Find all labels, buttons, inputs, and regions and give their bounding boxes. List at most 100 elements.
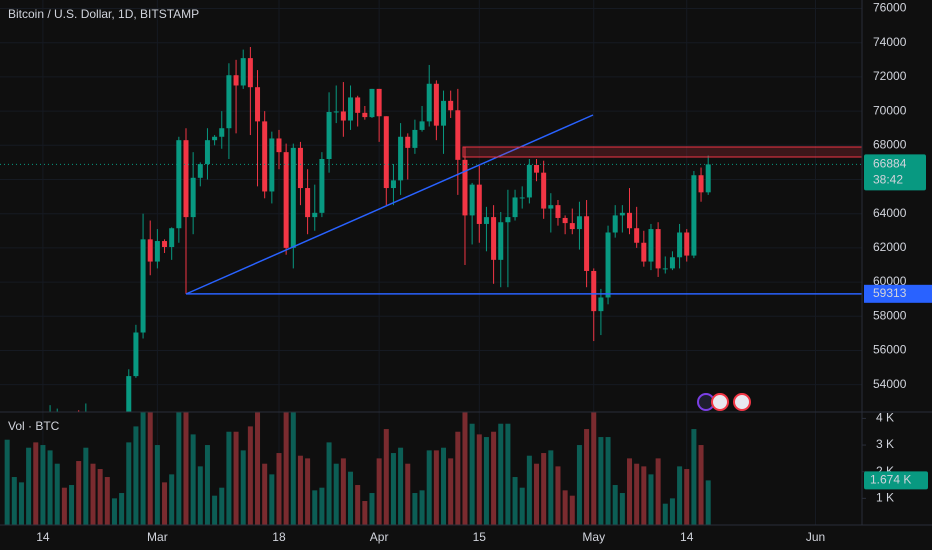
- candle-body: [627, 212, 633, 229]
- volume-bar: [333, 463, 339, 525]
- axes: 5400056000580006000062000640006600068000…: [36, 1, 932, 544]
- candle-body: [169, 228, 175, 248]
- support-label: 59313: [873, 286, 907, 300]
- y-tick-label: 62000: [873, 240, 907, 254]
- volume-bar: [705, 480, 711, 525]
- volume-bar: [576, 445, 582, 525]
- candle-body: [534, 164, 540, 173]
- volume-bar: [18, 482, 24, 525]
- volume-bar: [448, 458, 454, 525]
- volume-bar: [469, 423, 475, 525]
- candle-body: [476, 184, 482, 224]
- candle-body: [383, 116, 389, 189]
- x-tick-label: 14: [680, 530, 694, 544]
- candle-body: [190, 177, 196, 218]
- candle-body: [548, 205, 554, 209]
- volume-bar: [584, 429, 590, 525]
- candle-body: [469, 184, 475, 216]
- candle-body: [569, 223, 575, 230]
- volume-bar: [684, 469, 690, 525]
- volume-bar: [183, 412, 189, 525]
- volume-bar: [255, 412, 261, 525]
- candle-body: [283, 152, 289, 248]
- volume-bar: [519, 487, 525, 525]
- candle-body: [305, 188, 311, 218]
- volume-bar: [455, 431, 461, 525]
- candle-body: [204, 140, 210, 165]
- candle-body: [240, 58, 246, 86]
- y-tick-label: 74000: [873, 35, 907, 49]
- volume-bar: [562, 490, 568, 525]
- candle-body: [405, 136, 411, 148]
- event-icon[interactable]: [711, 393, 729, 411]
- x-tick-label: 14: [36, 530, 50, 544]
- event-icons: [697, 393, 751, 411]
- volume-tick-label: 3 K: [876, 437, 894, 451]
- volume-bar: [691, 429, 697, 525]
- volume-bar: [305, 458, 311, 525]
- y-tick-label: 54000: [873, 377, 907, 391]
- volume-bar: [362, 501, 368, 525]
- x-tick-label: Mar: [147, 530, 168, 544]
- volume-bar: [641, 466, 647, 525]
- candle-body: [512, 197, 518, 218]
- candle-body: [641, 242, 647, 262]
- trend-line[interactable]: [185, 114, 594, 295]
- candle-body: [412, 129, 418, 148]
- candle-body: [276, 138, 282, 153]
- candle-body: [677, 232, 683, 258]
- volume-bar: [512, 477, 518, 525]
- volume-bar: [219, 487, 225, 525]
- volume-bar: [634, 463, 640, 525]
- volume-bar: [619, 493, 625, 525]
- resistance-zone[interactable]: [462, 146, 862, 158]
- volume-bar: [383, 429, 389, 525]
- volume-bar: [627, 458, 633, 525]
- y-tick-label: 60000: [873, 274, 907, 288]
- candle-body: [126, 376, 132, 412]
- volume-bar: [97, 469, 103, 525]
- volume-bar: [47, 450, 53, 525]
- volume-bar: [54, 463, 60, 525]
- countdown-label: 38:42: [873, 173, 903, 187]
- volume-bar: [319, 487, 325, 525]
- y-tick-label: 72000: [873, 69, 907, 83]
- last-price-box: [864, 154, 926, 191]
- candle-body: [197, 164, 203, 178]
- volume-bar: [111, 498, 117, 525]
- event-icon[interactable]: [733, 393, 751, 411]
- volume-bar: [376, 458, 382, 525]
- volume-bar: [247, 426, 253, 525]
- volume-bar: [491, 431, 497, 525]
- candle-body: [147, 239, 153, 262]
- volume-bar: [405, 463, 411, 525]
- candle-body: [498, 222, 504, 260]
- volume-bar: [33, 442, 39, 525]
- volume-bar: [83, 447, 89, 525]
- volume-bar: [69, 485, 75, 525]
- volume-bar: [591, 412, 597, 525]
- last-price-label: 66884: [873, 157, 907, 171]
- volume-bar: [348, 471, 354, 525]
- volume-bar: [90, 463, 96, 525]
- candle-body: [433, 83, 439, 126]
- candle-body: [369, 88, 375, 118]
- volume-bar: [698, 445, 704, 525]
- x-tick-label: 15: [473, 530, 487, 544]
- volume-bar: [526, 455, 532, 525]
- volume-bar: [76, 461, 82, 525]
- y-tick-label: 56000: [873, 343, 907, 357]
- volume-bar: [534, 463, 540, 525]
- candle-body: [584, 216, 590, 271]
- candle-body: [576, 216, 582, 230]
- volume-bar: [483, 437, 489, 525]
- candle-body: [154, 241, 160, 262]
- x-tick-label: Apr: [370, 530, 389, 544]
- candle-body: [705, 164, 711, 193]
- volume-bar: [4, 439, 10, 525]
- volume-bar: [283, 412, 289, 525]
- candle-body: [362, 112, 368, 118]
- candle-body: [340, 111, 346, 121]
- candle-body: [312, 212, 318, 218]
